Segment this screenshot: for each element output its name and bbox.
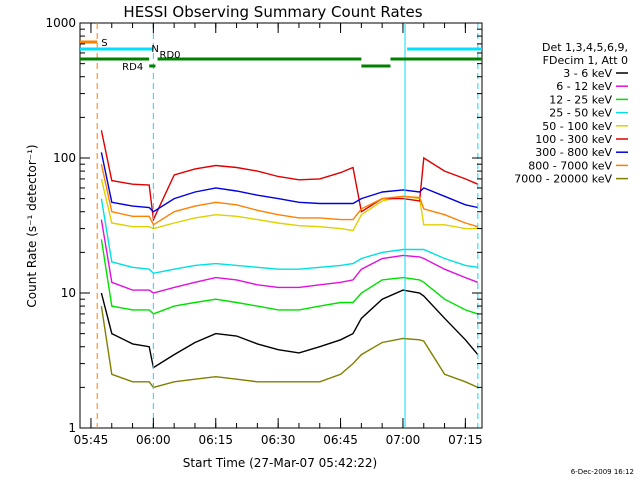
x-tick-label: 06:15	[198, 433, 233, 447]
y-axis-label: Count Rate (s⁻¹ detector⁻¹)	[25, 144, 39, 307]
legend-header-line: Det 1,3,4,5,6,9,	[542, 41, 628, 54]
series-line-25-50-kev	[100, 198, 478, 275]
legend-entry-label: 6 - 12 keV	[556, 80, 612, 93]
x-tick-label: 05:45	[74, 433, 109, 447]
legend-header-line: FDecim 1, Att 0	[543, 54, 628, 67]
series-line-800-7000-kev	[100, 164, 479, 228]
series-line-100-300-kev	[100, 130, 479, 223]
legend-entry-label: 3 - 6 keV	[563, 67, 612, 80]
x-tick-label: 06:00	[136, 433, 171, 447]
flag-label-s: S	[101, 38, 107, 49]
y-tick-label: 1	[68, 421, 76, 435]
series-line-6-12-kev	[100, 219, 479, 294]
series-line-12-25-kev	[100, 239, 479, 315]
chart-title: HESSI Observing Summary Count Rates	[123, 3, 422, 21]
x-tick-label: 07:15	[448, 433, 483, 447]
x-tick-label: 06:30	[261, 433, 296, 447]
y-tick-label: 1000	[45, 16, 76, 30]
y-tick-label: 10	[61, 286, 76, 300]
series-line-3-6-kev	[100, 289, 479, 369]
legend-entry-label: 12 - 25 keV	[549, 93, 612, 106]
x-axis-label: Start Time (27-Mar-07 05:42:22)	[183, 456, 377, 470]
series-line-50-100-kev	[100, 178, 478, 232]
legend-entry-label: 300 - 800 keV	[535, 146, 612, 159]
legend-entry-label: 25 - 50 keV	[549, 107, 612, 120]
x-tick-label: 06:45	[323, 433, 358, 447]
x-tick-label: 07:00	[386, 433, 421, 447]
flag-label-rd4: RD4	[122, 62, 143, 73]
generated-timestamp: 6-Dec-2009 16:12	[571, 468, 634, 476]
series-line-300-800-kev	[100, 152, 478, 213]
flag-label-n: N	[151, 44, 158, 55]
plot-frame	[79, 22, 483, 429]
legend-entry-label: 100 - 300 keV	[535, 133, 612, 146]
series-line-7000-20000-kev	[100, 305, 479, 389]
flag-label-rd0: RD0	[160, 50, 181, 61]
y-tick-label: 100	[53, 151, 76, 165]
legend-entry-label: 800 - 7000 keV	[528, 159, 612, 172]
legend-entry-label: 7000 - 20000 keV	[514, 173, 612, 186]
legend-entry-label: 50 - 100 keV	[542, 120, 612, 133]
